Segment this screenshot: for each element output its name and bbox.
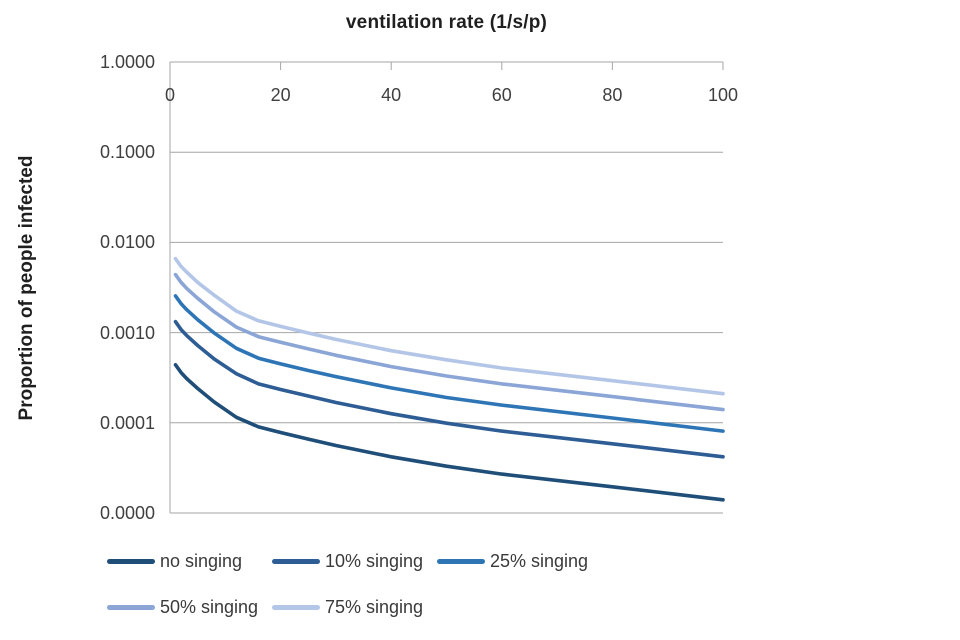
y-tick-label: 0.1000 [99, 142, 155, 163]
series-line-25-singing [173, 294, 725, 433]
y-tick-label: 0.0000 [99, 503, 155, 523]
legend-marker [272, 558, 320, 564]
y-tick-label: 0.0100 [99, 232, 155, 253]
y-tick-label: 1.0000 [99, 52, 155, 72]
legend-label: no singing [160, 550, 243, 571]
legend-marker [107, 558, 155, 564]
legend-item: 10% singing [272, 545, 437, 577]
series-line-no-singing [173, 363, 725, 502]
legend-marker [107, 604, 155, 610]
legend-label: 25% singing [490, 550, 589, 571]
legend-label: 50% singing [160, 596, 259, 617]
legend-label: 75% singing [325, 596, 424, 617]
x-tick-label: 100 [707, 85, 739, 105]
y-tick-label: 0.0010 [99, 322, 155, 343]
y-tick-label: 0.0001 [99, 412, 155, 433]
legend-item: 50% singing [107, 591, 272, 623]
legend-label: 10% singing [325, 550, 424, 571]
series-line-50-singing [173, 272, 725, 412]
legend-marker [437, 558, 485, 564]
x-tick-label: 20 [270, 85, 291, 105]
x-tick-label: 60 [491, 85, 512, 105]
series-line-75-singing [173, 256, 725, 396]
series-line-10-singing [173, 319, 725, 459]
legend-item: 75% singing [272, 591, 437, 623]
legend-item: no singing [107, 545, 272, 577]
chart-title: ventilation rate (1/s/p) [345, 12, 548, 33]
x-tick-label: 40 [381, 85, 402, 105]
x-tick-label: 0 [164, 85, 175, 105]
legend: no singing 10% singing 25% singing 50% sing… [107, 545, 617, 623]
legend-marker [272, 604, 320, 610]
legend-item: 25% singing [437, 545, 602, 577]
x-tick-label: 80 [602, 85, 623, 105]
